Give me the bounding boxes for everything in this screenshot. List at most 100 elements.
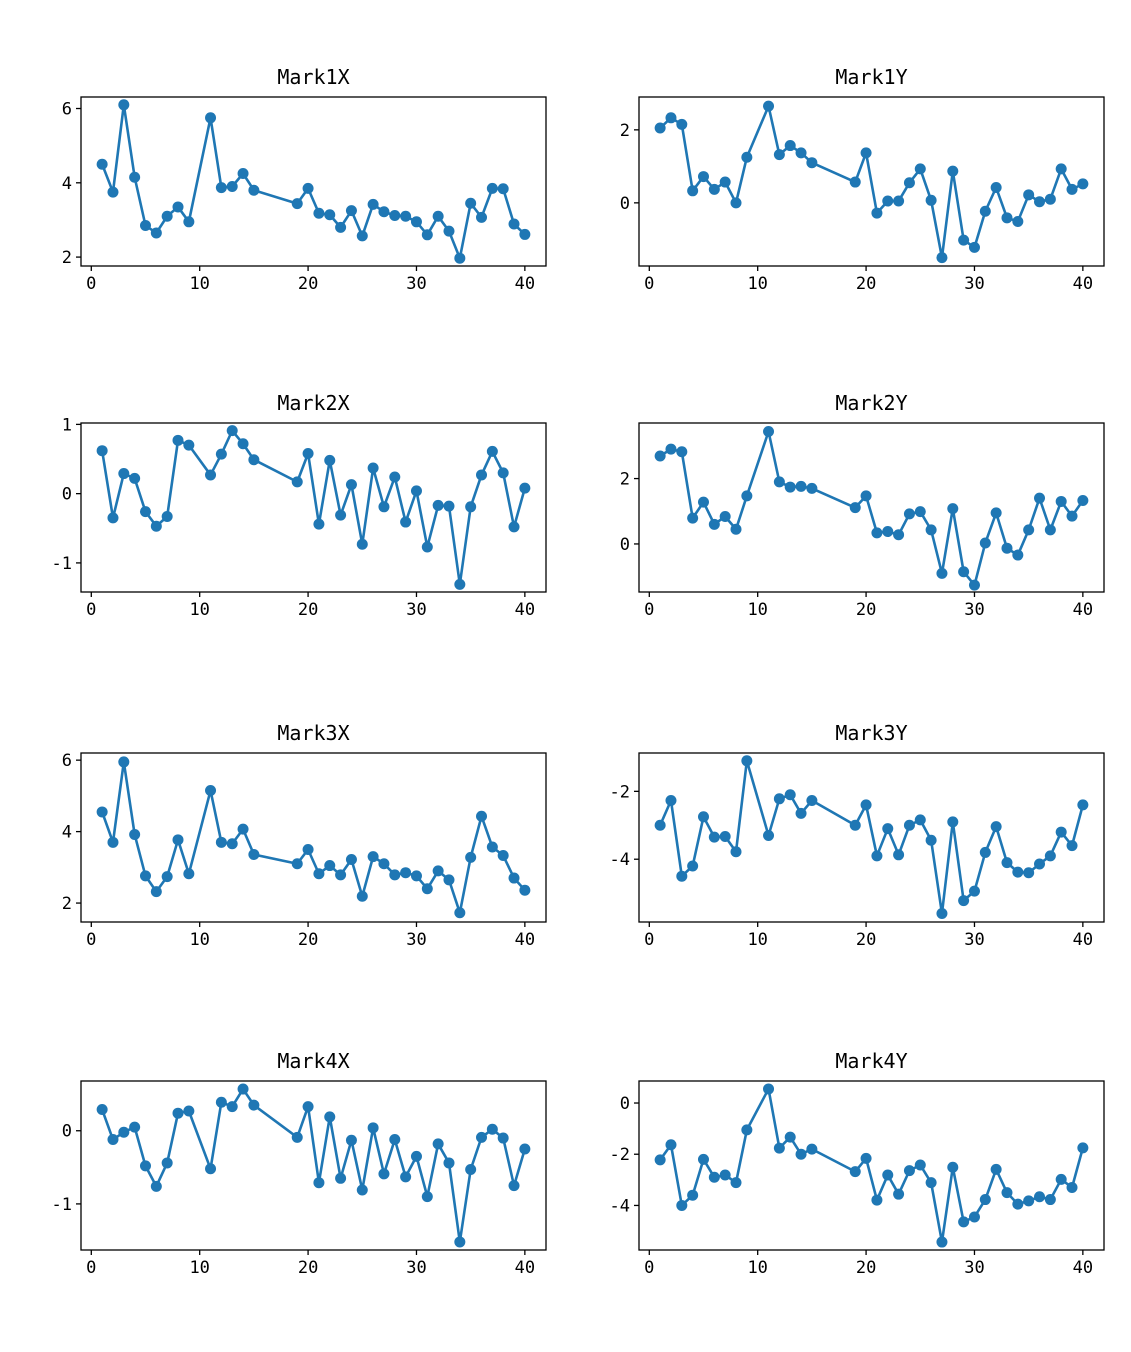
data-point-marker [335,509,347,521]
chart-title: Mark2Y [835,391,907,415]
data-point-marker [676,1199,688,1211]
data-point-marker [893,529,905,541]
data-point-marker [237,1083,249,1095]
data-point-marker [1034,196,1046,208]
data-point-marker [676,118,688,130]
data-point-marker [172,201,184,213]
data-point-marker [129,171,141,183]
data-point-marker [345,853,357,865]
data-point-marker [849,819,861,831]
x-tick-label: 40 [1073,930,1093,950]
data-point-marker [914,163,926,175]
data-point-marker [324,209,336,221]
data-point-marker [676,446,688,458]
data-point-marker [882,823,894,835]
data-point-marker [410,216,422,228]
data-point-marker [226,425,238,437]
data-point-marker [1077,494,1089,506]
data-point-marker [107,186,119,198]
data-point-marker [806,795,818,807]
data-point-marker [654,819,666,831]
data-point-marker [697,811,709,823]
y-tick-label: 2 [62,248,72,268]
data-point-marker [763,1083,775,1095]
data-point-marker [784,1131,796,1143]
data-point-marker [903,508,915,520]
y-tick-label: -2 [610,1145,630,1165]
data-point-marker [1066,183,1078,195]
x-tick-label: 10 [189,1258,209,1278]
data-point-marker [508,1180,520,1192]
data-point-marker [979,1194,991,1206]
data-point-marker [118,468,130,480]
data-point-marker [486,182,498,194]
subplot-mark4x: Mark4X 0 10 20 30 40 -1 0 [16,1039,562,1285]
data-point-marker [248,454,260,466]
axes-border [638,1080,1105,1251]
data-point-marker [990,821,1002,833]
data-point-marker [947,165,959,177]
data-point-marker [519,1143,531,1155]
data-point-marker [903,177,915,189]
chart-title: Mark3Y [835,721,907,745]
data-point-marker [465,851,477,863]
data-point-marker [226,838,238,850]
data-point-marker [324,860,336,872]
data-point-marker [860,1152,872,1164]
data-point-marker [1001,857,1013,869]
data-point-marker [1023,1195,1035,1207]
data-point-marker [508,872,520,884]
data-point-marker [400,210,412,222]
data-point-marker [947,1161,959,1173]
data-point-marker [107,836,119,848]
x-tick-label: 30 [964,1258,984,1278]
data-point-marker [1034,1191,1046,1203]
data-point-marker [476,469,488,481]
x-tick-label: 40 [515,930,535,950]
data-point-marker [400,1171,412,1183]
data-point-marker [968,885,980,897]
y-tick-label: 4 [62,174,72,194]
data-point-marker [936,908,948,920]
data-point-marker [719,830,731,842]
data-point-marker [708,1171,720,1183]
data-point-marker [1044,524,1056,536]
axes-border [80,422,547,593]
data-point-marker [773,476,785,488]
x-tick-label: 30 [964,274,984,294]
data-point-marker [968,241,980,253]
y-tick-label: 0 [62,485,72,505]
data-point-marker [849,176,861,188]
y-tick-label: 0 [620,1094,630,1114]
x-tick-label: 30 [406,1258,426,1278]
data-point-marker [302,447,314,459]
data-point-marker [1012,1198,1024,1210]
data-point-marker [410,870,422,882]
data-point-marker [519,482,531,494]
data-point-marker [378,206,390,218]
data-point-marker [1012,549,1024,561]
data-point-marker [914,506,926,518]
data-point-marker [719,1169,731,1181]
y-tick-label: 1 [62,415,72,435]
data-point-marker [1044,193,1056,205]
chart-title: Mark2X [277,391,349,415]
data-point-marker [763,100,775,112]
x-tick-label: 30 [964,600,984,620]
data-point-marker [990,1163,1002,1175]
data-point-marker [421,1191,433,1203]
x-tick-label: 40 [515,1258,535,1278]
data-point-marker [741,1124,753,1136]
data-point-marker [454,1236,466,1248]
data-point-marker [958,895,970,907]
data-point-marker [979,846,991,858]
data-point-marker [687,512,699,524]
data-point-marker [335,1172,347,1184]
data-point-marker [389,869,401,881]
data-point-marker [1034,858,1046,870]
data-point-marker [773,793,785,805]
data-point-marker [958,234,970,246]
data-point-marker [730,846,742,858]
x-tick-label: 10 [747,1258,767,1278]
series-group [654,1083,1089,1248]
